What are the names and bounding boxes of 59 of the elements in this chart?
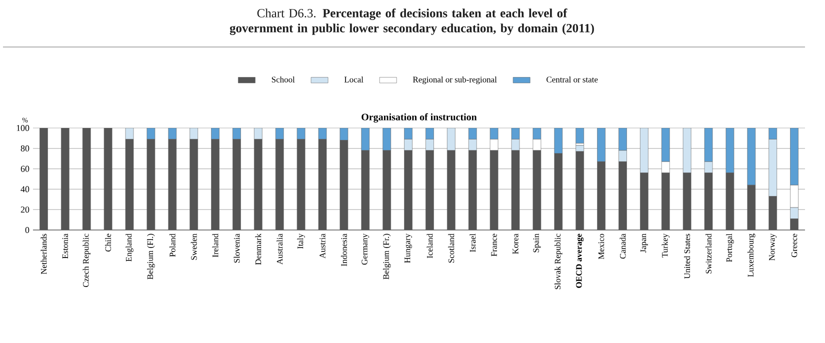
- legend-label: Central or state: [546, 76, 598, 82]
- y-tick-label: 40: [20, 186, 30, 192]
- x-tick-label: Spain: [533, 234, 541, 252]
- legend-label: Regional or sub-regional: [412, 76, 497, 84]
- y-tick-label: 0: [25, 226, 30, 234]
- bar: [661, 128, 670, 162]
- x-tick-label: Scotland: [448, 234, 454, 263]
- chart-title: Chart D6.3. Percentage of decisions taken at each level of government in public lower secondary education, by domain (2011): [230, 8, 594, 35]
- legend-label: School: [272, 76, 295, 82]
- bar: [597, 128, 606, 162]
- y-tick-label: 100: [16, 124, 30, 132]
- x-tick-label: Mexico: [598, 234, 604, 260]
- x-tick-label: England: [126, 234, 134, 262]
- x-tick-label: Iceland: [426, 234, 433, 258]
- bar: [618, 128, 627, 151]
- bar: [640, 128, 648, 174]
- y-tick-label: 60: [20, 166, 30, 172]
- x-tick-label: Slovak Republic: [554, 234, 562, 290]
- x-tick-label: Hungary: [404, 234, 412, 263]
- x-tick-label: Czech Republic: [82, 234, 90, 288]
- x-tick-label: United States: [684, 234, 690, 279]
- x-tick-label: Israel: [470, 234, 476, 252]
- x-tick-label: Indonesia: [340, 234, 347, 266]
- x-tick-label: Poland: [169, 234, 176, 257]
- x-tick-label: Greece: [791, 234, 798, 258]
- y-tick-label: 20: [20, 206, 30, 213]
- x-tick-label: Italy: [297, 234, 305, 249]
- x-tick-label: Belgium (Fr.): [382, 234, 391, 280]
- x-tick-label: Ireland: [212, 234, 218, 258]
- x-tick-label: OECD average: [576, 234, 584, 288]
- x-tick-label: Japan: [640, 234, 648, 253]
- x-tick-label: Turkey: [662, 234, 670, 258]
- y-tick-label: 80: [20, 145, 30, 152]
- x-tick-label: Norway: [769, 234, 777, 261]
- x-tick-label: Belgium (Fl.): [147, 234, 155, 280]
- chart-subtitle: Organisation of instruction: [362, 113, 477, 123]
- x-tick-label: Canada: [620, 234, 626, 259]
- bar: [554, 128, 563, 154]
- x-tick-label: Switzerland: [706, 234, 712, 274]
- x-tick-label: Netherlands: [40, 234, 47, 274]
- x-tick-label: Portugal: [726, 234, 734, 262]
- bar: [361, 128, 370, 151]
- x-tick-label: Korea: [512, 234, 518, 254]
- x-tick-label: France: [491, 234, 497, 256]
- x-tick-label: Chile: [105, 234, 112, 252]
- x-tick-label: Sweden: [190, 234, 197, 260]
- bar: [747, 128, 756, 186]
- x-tick-label: Estonia: [62, 234, 68, 259]
- bar: [768, 139, 777, 196]
- bar: [790, 128, 798, 186]
- x-tick-label: Slovenia: [234, 234, 240, 263]
- x-tick-label: Australia: [276, 234, 283, 264]
- bar: [447, 128, 456, 151]
- legend-label: Local: [344, 76, 364, 82]
- x-tick-label: Germany: [362, 234, 370, 265]
- x-tick-label: Austria: [320, 234, 326, 258]
- bar: [382, 128, 391, 151]
- x-tick-label: Luxembourg: [748, 234, 756, 277]
- x-tick-label: Denmark: [255, 234, 262, 265]
